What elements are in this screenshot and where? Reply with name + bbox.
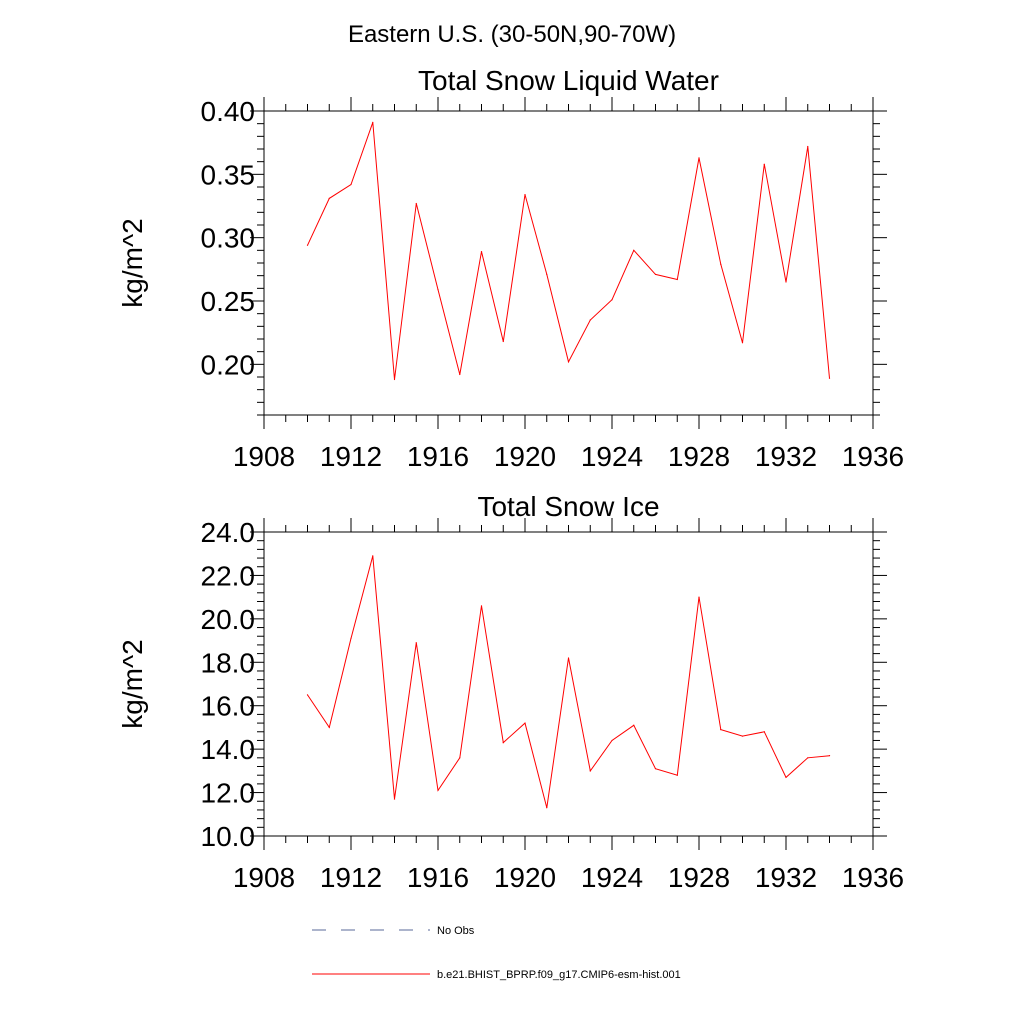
x-tick-label: 1912 <box>320 862 382 893</box>
data-point <box>437 289 439 291</box>
data-point <box>306 694 309 696</box>
y-tick-label: 18.0 <box>201 647 256 678</box>
data-point <box>328 726 330 729</box>
panels: Total Snow Liquid Water 1908 1912 1916 1920 1… <box>117 65 904 893</box>
data-point <box>372 121 374 123</box>
y-tick-label: 0.25 <box>201 286 256 317</box>
data-point <box>480 251 483 253</box>
data-point <box>437 789 439 792</box>
data-point <box>589 319 591 321</box>
y-tick-label: 22.0 <box>201 560 256 591</box>
data-point <box>741 342 744 344</box>
y-tick-label: 20.0 <box>201 604 256 635</box>
data-point <box>654 273 657 275</box>
data-point <box>698 596 700 598</box>
data-point <box>741 735 744 737</box>
series-line <box>307 555 830 808</box>
data-point <box>633 249 635 251</box>
data-point <box>698 157 700 159</box>
data-point <box>524 722 526 724</box>
data-point <box>567 361 570 363</box>
data-point <box>676 278 678 281</box>
legend-label: No Obs <box>437 925 475 937</box>
plot-frame <box>263 110 874 416</box>
y-tick-label: 16.0 <box>201 691 256 722</box>
data-point <box>676 774 678 776</box>
x-tick-label: 1928 <box>668 862 730 893</box>
y-tick-label: 0.30 <box>201 223 256 254</box>
data-point <box>480 605 483 607</box>
y-tick-label: 0.35 <box>201 159 256 190</box>
y-tick-label: 0.40 <box>201 96 256 127</box>
data-point <box>828 377 831 379</box>
data-point <box>546 807 548 809</box>
data-point <box>393 798 396 800</box>
x-tick-label: 1924 <box>581 862 643 893</box>
y-axis-label: kg/m^2 <box>117 218 148 307</box>
plot-frame <box>263 531 874 837</box>
panel-1: Total Snow Liquid Water 1908 1912 1916 1920 1… <box>117 65 904 472</box>
data-point <box>393 378 396 381</box>
x-tick-label: 1912 <box>320 441 382 472</box>
figure-title: Eastern U.S. (30-50N,90-70W) <box>348 21 676 48</box>
series-line <box>307 122 830 380</box>
x-tick-label: 1916 <box>407 862 469 893</box>
data-point <box>524 194 526 196</box>
data-point <box>502 340 504 343</box>
data-point <box>720 263 722 265</box>
x-tick-label: 1936 <box>842 441 904 472</box>
x-tick-label: 1916 <box>407 441 469 472</box>
y-axis-label: kg/m^2 <box>117 639 148 728</box>
x-tick-label: 1908 <box>233 441 295 472</box>
panel-title: Total Snow Liquid Water <box>418 65 719 96</box>
y-tick-label: 10.0 <box>201 821 256 852</box>
data-point <box>807 757 809 759</box>
data-point <box>459 757 461 759</box>
y-tick-label: 14.0 <box>201 734 256 765</box>
panel-2: Total Snow Ice 1908 1912 1916 1920 1924 1928 19… <box>117 491 904 893</box>
panel-title: Total Snow Ice <box>477 491 659 522</box>
x-tick-label: 1932 <box>755 441 817 472</box>
data-point <box>654 768 657 770</box>
data-point <box>350 183 352 186</box>
y-tick-label: 0.20 <box>201 349 256 380</box>
data-point <box>611 739 613 742</box>
data-point <box>459 373 461 376</box>
data-point <box>785 281 787 283</box>
data-point <box>763 163 765 165</box>
data-point <box>763 731 765 733</box>
data-point <box>785 776 787 778</box>
data-point <box>415 202 417 205</box>
data-point <box>611 299 613 301</box>
legend-label: b.e21.BHIST_BPRP.f09_g17.CMIP6-esm-hist.… <box>437 969 681 981</box>
data-point <box>306 244 309 246</box>
x-tick-label: 1936 <box>842 862 904 893</box>
data-point <box>633 724 635 726</box>
y-tick-label: 24.0 <box>201 517 256 548</box>
data-point <box>328 197 330 199</box>
data-point <box>415 642 417 644</box>
x-tick-label: 1924 <box>581 441 643 472</box>
x-tick-label: 1920 <box>494 441 556 472</box>
legend: No Obs b.e21.BHIST_BPRP.f09_g17.CMIP6-esm… <box>312 925 681 981</box>
data-point <box>567 657 570 659</box>
data-point <box>807 145 809 148</box>
data-point <box>589 770 591 772</box>
x-tick-label: 1908 <box>233 862 295 893</box>
data-point <box>720 729 722 731</box>
data-point <box>502 742 504 744</box>
x-tick-label: 1932 <box>755 862 817 893</box>
x-tick-label: 1920 <box>494 862 556 893</box>
x-tick-label: 1928 <box>668 441 730 472</box>
y-tick-label: 12.0 <box>201 778 256 809</box>
data-point <box>372 555 374 557</box>
data-point <box>828 755 831 757</box>
data-point <box>546 273 548 275</box>
data-point <box>350 637 352 640</box>
